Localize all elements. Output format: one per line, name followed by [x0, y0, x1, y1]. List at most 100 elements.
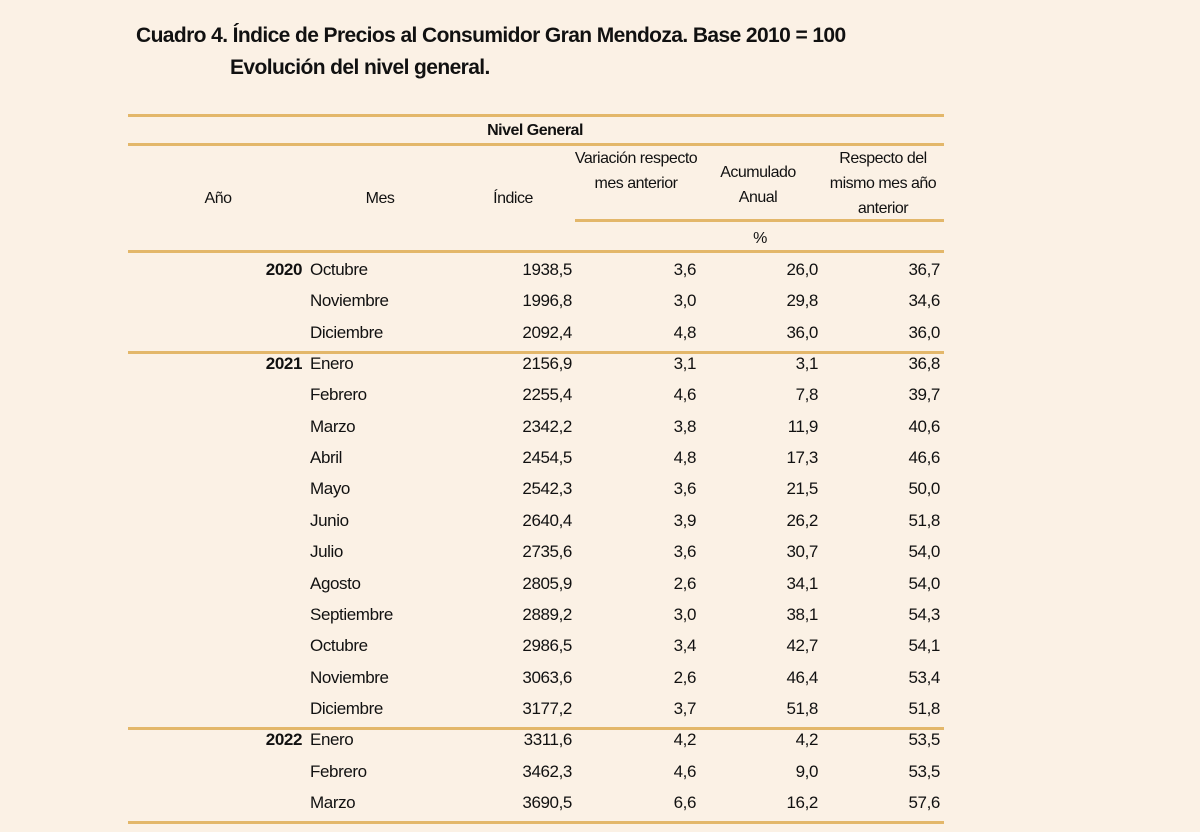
col-header-year: Año	[204, 190, 232, 207]
cell-index: 2454,5	[522, 448, 572, 468]
cell-index: 3462,3	[522, 761, 572, 781]
rule-group	[128, 143, 944, 146]
cell-var: 2,6	[673, 573, 697, 593]
rule-sub	[575, 219, 944, 222]
cell-index: 2255,4	[522, 385, 572, 405]
cell-month: Enero	[310, 354, 354, 374]
cell-acc: 36,0	[786, 322, 819, 342]
cell-month: Junio	[310, 510, 349, 530]
cell-yoy: 36,8	[908, 354, 941, 374]
cell-month: Octubre	[310, 636, 368, 656]
cell-var: 4,2	[673, 730, 697, 750]
cell-index: 1996,8	[522, 291, 572, 311]
cell-var: 3,8	[673, 416, 697, 436]
cell-yoy: 57,6	[908, 792, 941, 812]
cell-var: 4,6	[673, 385, 697, 405]
cell-month: Octubre	[310, 260, 368, 279]
cell-var: 3,6	[673, 542, 697, 562]
cell-month: Septiembre	[310, 604, 393, 624]
cell-acc: 11,9	[787, 416, 819, 436]
cell-acc: 51,8	[786, 698, 819, 718]
cell-acc: 46,4	[786, 667, 819, 687]
col-header-acc: Acumulado Anual	[720, 164, 796, 206]
cell-index: 1938,5	[522, 260, 572, 279]
rule-bottom	[128, 820, 944, 824]
cell-index: 2986,5	[522, 636, 572, 656]
cell-index: 2092,4	[522, 322, 572, 342]
cell-index: 2805,9	[522, 573, 572, 593]
cell-month: Noviembre	[310, 291, 389, 311]
col-header-month: Mes	[365, 190, 395, 207]
rule-header-bottom	[128, 250, 944, 253]
cell-index: 2640,4	[522, 510, 572, 530]
cell-var: 3,0	[673, 291, 697, 311]
cell-yoy: 46,6	[908, 448, 941, 468]
cell-acc: 7,8	[795, 385, 819, 405]
cell-yoy: 53,4	[908, 667, 941, 687]
cell-yoy: 51,8	[908, 698, 941, 718]
cell-var: 3,1	[673, 354, 697, 374]
cell-index: 2542,3	[522, 479, 572, 499]
cell-acc: 9,0	[795, 761, 819, 781]
cell-var: 4,8	[673, 322, 697, 342]
cell-month: Enero	[310, 730, 354, 750]
cell-month: Julio	[310, 542, 343, 562]
cell-index: 3311,6	[523, 730, 573, 750]
cell-year: 2020	[265, 260, 303, 279]
cell-var: 4,6	[673, 761, 697, 781]
cell-index: 3063,6	[522, 667, 572, 687]
cell-yoy: 39,7	[908, 385, 941, 405]
cell-acc: 26,0	[786, 260, 819, 279]
unit-label: %	[753, 230, 767, 247]
cell-yoy: 50,0	[908, 479, 941, 499]
cell-yoy: 36,7	[908, 260, 941, 279]
cell-yoy: 53,5	[908, 761, 941, 781]
cell-acc: 21,5	[786, 479, 819, 499]
col-header-index: Índice	[493, 190, 533, 207]
cell-acc: 30,7	[786, 542, 819, 562]
table-title: Cuadro 4. Índice de Precios al Consumido…	[136, 24, 846, 47]
cell-month: Marzo	[310, 792, 356, 812]
cell-acc: 42,7	[786, 636, 819, 656]
cell-yoy: 36,0	[908, 322, 941, 342]
col-header-yoy: Respecto del mismo mes año anterior	[829, 150, 937, 217]
cell-var: 3,6	[673, 479, 697, 499]
cell-month: Febrero	[310, 385, 367, 405]
cell-var: 3,7	[673, 698, 697, 718]
cell-var: 3,6	[673, 260, 697, 279]
cell-index: 2889,2	[522, 604, 572, 624]
cell-var: 2,6	[673, 667, 697, 687]
cell-month: Abril	[310, 448, 343, 468]
cell-month: Mayo	[310, 479, 350, 499]
cell-var: 3,0	[673, 604, 697, 624]
cell-index: 2156,9	[522, 354, 572, 374]
cell-month: Febrero	[310, 761, 367, 781]
cell-yoy: 51,8	[908, 510, 941, 530]
cell-index: 3690,5	[522, 792, 572, 812]
cell-var: 4,8	[673, 448, 697, 468]
col-header-var: Variación respecto mes anterior	[574, 150, 698, 192]
cell-yoy: 54,1	[908, 636, 941, 656]
cell-yoy: 54,0	[908, 542, 941, 562]
cell-var: 3,4	[673, 636, 697, 656]
cell-acc: 17,3	[786, 448, 819, 468]
cell-yoy: 54,0	[908, 573, 941, 593]
cell-yoy: 34,6	[908, 291, 941, 311]
cell-month: Diciembre	[310, 698, 383, 718]
cell-yoy: 40,6	[908, 416, 941, 436]
rule-year-separator	[128, 726, 944, 730]
cell-acc: 4,2	[795, 730, 819, 750]
cell-yoy: 54,3	[908, 604, 941, 624]
cell-acc: 38,1	[786, 604, 819, 624]
cell-acc: 3,1	[795, 354, 819, 374]
rule-top	[128, 114, 944, 117]
cell-var: 6,6	[673, 792, 697, 812]
cell-month: Noviembre	[310, 667, 389, 687]
cell-month: Marzo	[310, 416, 356, 436]
cell-acc: 29,8	[786, 291, 819, 311]
cell-acc: 34,1	[786, 573, 819, 593]
cell-acc: 26,2	[786, 510, 819, 530]
group-header: Nivel General	[487, 122, 583, 139]
cell-month: Agosto	[310, 573, 361, 593]
cell-year: 2021	[265, 354, 303, 374]
